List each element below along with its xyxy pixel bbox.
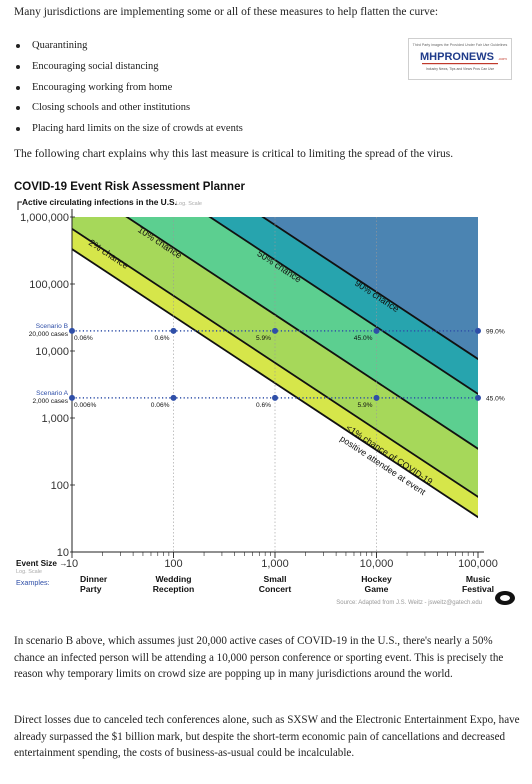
logo-top-text: Third Party images the Provided Under Fa… xyxy=(413,43,508,47)
y-tick-label: 1,000 xyxy=(41,413,69,425)
intro-text: Many jurisdictions are implementing some… xyxy=(14,6,439,18)
scenario-point xyxy=(170,327,177,334)
logo-tld: .com xyxy=(498,56,507,61)
bands-group xyxy=(72,217,478,552)
boundary-line-1 xyxy=(72,227,478,498)
paragraph-scenario-b: In scenario B above, which assumes just … xyxy=(14,635,504,681)
scenario-point xyxy=(373,327,380,334)
example-label: Wedding xyxy=(155,574,191,584)
y-tick-label: 10 xyxy=(57,547,69,559)
y-axis-scale-note: Log. Scale xyxy=(176,201,202,207)
logo-brand: MHPRONEWS xyxy=(420,51,494,63)
y-tick-label: 100 xyxy=(51,480,69,492)
scenario-point xyxy=(69,327,75,334)
scenario-cases: 20,000 cases xyxy=(29,331,69,338)
paragraph-losses: Direct losses due to canceled tech confe… xyxy=(14,714,520,760)
scenario-point-label: 0.006% xyxy=(74,402,97,409)
boundary-line-2 xyxy=(125,217,478,450)
scenario-point-label: 0.6% xyxy=(256,402,271,409)
scenario-point-label: 45.0% xyxy=(354,335,373,342)
scenario-point-label: 5.9% xyxy=(357,402,372,409)
example-label: Music xyxy=(466,574,491,584)
boundary-line-0 xyxy=(72,248,478,519)
y-axis-arrow xyxy=(17,201,22,210)
example-label: Game xyxy=(365,584,389,594)
chart-source: Source: Adapted from J.S. Weitz - jsweit… xyxy=(336,600,482,606)
example-label: Dinner xyxy=(80,574,108,584)
example-label: Festival xyxy=(462,584,494,594)
example-label: Reception xyxy=(153,584,195,594)
risk-chart: COVID-19 Event Risk Assessment Planner Ac… xyxy=(14,181,515,606)
y-tick-label: 100,000 xyxy=(29,279,69,291)
x-tick-label: 10,000 xyxy=(360,558,394,570)
example-label: Party xyxy=(80,584,102,594)
logo-frame xyxy=(408,38,512,80)
scenario-point xyxy=(373,394,380,401)
x-tick-label: 10 xyxy=(66,558,78,570)
list-item: Encouraging social distancing xyxy=(14,57,243,78)
scenario-point xyxy=(272,327,278,334)
scenario-name: Scenario A xyxy=(36,390,68,397)
mhpronews-logo[interactable]: Third Party images the Provided Under Fa… xyxy=(408,38,512,80)
scenario-point-label: 45.0% xyxy=(486,395,505,402)
example-label: Hockey xyxy=(361,574,392,584)
lead-text: The following chart explains why this la… xyxy=(14,148,454,160)
y-tick-label: 1,000,000 xyxy=(20,212,69,224)
scenario-point xyxy=(475,327,481,334)
scenario-point-label: 0.06% xyxy=(151,402,170,409)
y-axis-label: Active circulating infections in the U.S… xyxy=(22,197,177,207)
example-label: Small xyxy=(264,574,287,584)
scenario-point xyxy=(69,394,75,401)
x-tick-label: 100,000 xyxy=(458,558,498,570)
scenario-point xyxy=(170,394,177,401)
list-item: Encouraging working from home xyxy=(14,78,243,99)
scenario-point-label: 5.9% xyxy=(256,335,271,342)
example-label: Concert xyxy=(259,584,292,594)
measures-list: Quarantining Encouraging social distanci… xyxy=(14,36,243,140)
scenario-point-label: 0.06% xyxy=(74,335,93,342)
scenario-point-label: 0.6% xyxy=(154,335,169,342)
x-tick-label: 100 xyxy=(164,558,182,570)
scenario-cases: 2,000 cases xyxy=(32,398,68,405)
list-item: Quarantining xyxy=(14,36,243,57)
scenario-point-label: 99.0% xyxy=(486,328,505,335)
list-item: Placing hard limits on the size of crowd… xyxy=(14,119,243,140)
x-axis-label: Event Size → xyxy=(16,559,67,568)
scenario-point xyxy=(272,394,278,401)
logo-rule xyxy=(422,63,498,65)
scenario-point xyxy=(475,394,481,401)
scenario-name: Scenario B xyxy=(36,323,69,330)
logo-tagline: Industry News, Tips and Views Pros Can U… xyxy=(426,67,494,71)
y-tick-label: 10,000 xyxy=(35,346,69,358)
source-logo-icon-inner xyxy=(500,595,510,601)
x-axis-scale-note: Log. Scale xyxy=(16,569,42,575)
examples-label: Examples: xyxy=(16,578,50,587)
chart-title: COVID-19 Event Risk Assessment Planner xyxy=(14,181,245,193)
list-item: Closing schools and other institutions xyxy=(14,98,243,119)
x-tick-label: 1,000 xyxy=(261,558,289,570)
